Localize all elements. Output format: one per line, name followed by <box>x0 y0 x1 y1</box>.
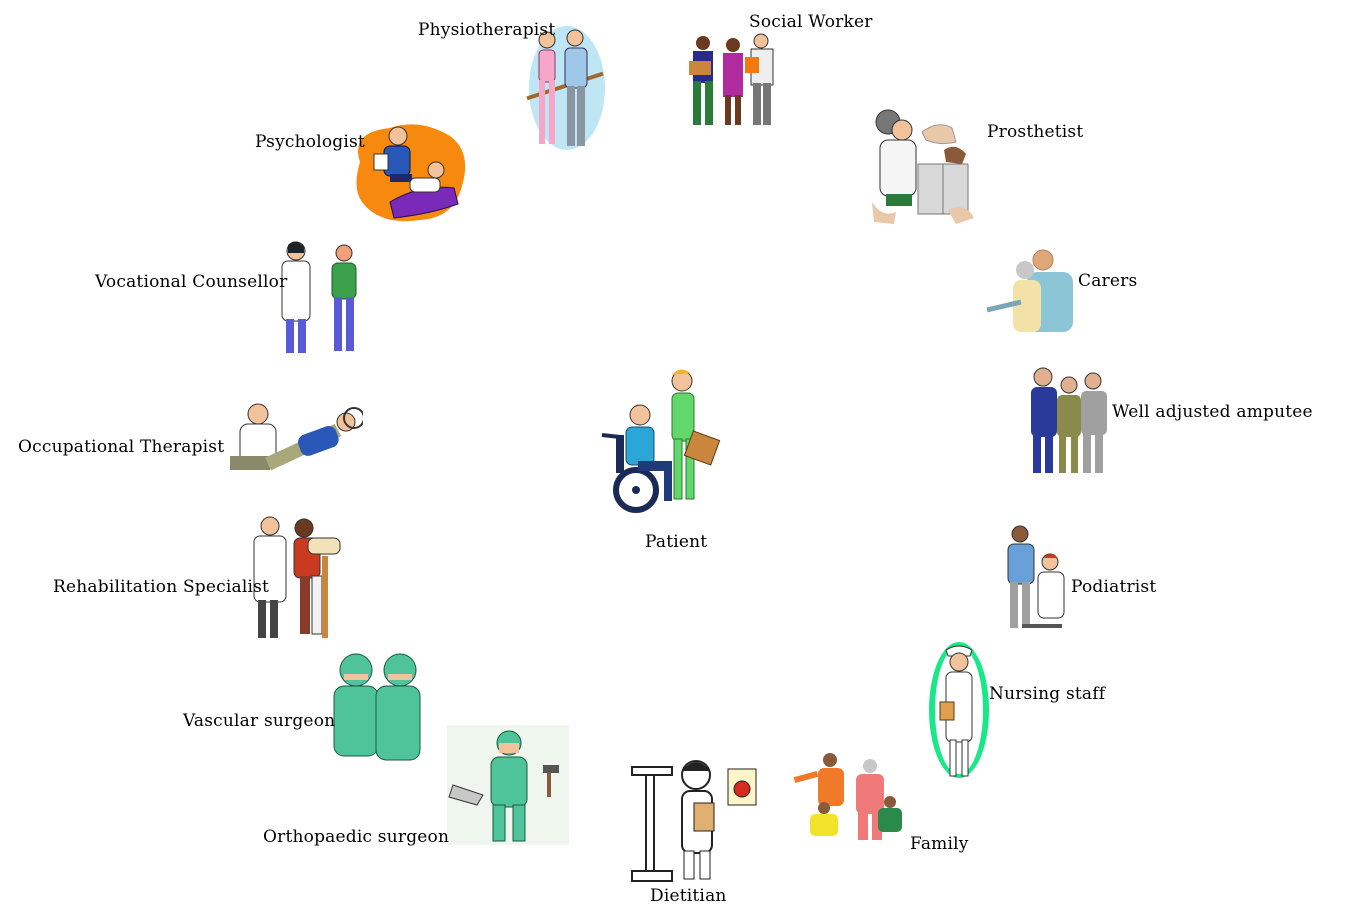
physiotherapist-illustration <box>525 22 605 154</box>
occupational-therapist-illustration <box>208 400 363 492</box>
rehabilitation-specialist-label: Rehabilitation Specialist <box>53 577 270 597</box>
dietitian-illustration <box>630 755 758 883</box>
carers-illustration <box>985 248 1080 334</box>
prosthetist-illustration <box>866 102 981 227</box>
family-label: Family <box>910 834 969 854</box>
patient-illustration <box>598 365 723 515</box>
carers-label: Carers <box>1078 271 1138 291</box>
family-illustration <box>792 752 912 852</box>
orthopaedic-surgeon-illustration <box>447 725 569 845</box>
vocational-counsellor-illustration <box>274 239 364 359</box>
podiatrist-illustration <box>998 524 1070 634</box>
dietitian-label: Dietitian <box>650 886 727 906</box>
well-adjusted-amputee-label: Well adjusted amputee <box>1112 402 1313 422</box>
rehabilitation-specialist-illustration <box>248 516 344 642</box>
physiotherapist-label: Physiotherapist <box>418 20 556 40</box>
psychologist-label: Psychologist <box>255 132 365 152</box>
vocational-counsellor-label: Vocational Counsellor <box>95 272 288 292</box>
occupational-therapist-label: Occupational Therapist <box>18 437 225 457</box>
vascular-surgeon-label: Vascular surgeon <box>183 711 336 731</box>
prosthetist-label: Prosthetist <box>987 122 1084 142</box>
orthopaedic-surgeon-label: Orthopaedic surgeon <box>263 827 450 847</box>
psychologist-illustration <box>350 122 470 226</box>
patient-label: Patient <box>645 532 708 552</box>
podiatrist-label: Podiatrist <box>1071 577 1157 597</box>
well-adjusted-amputee-illustration <box>1025 365 1113 477</box>
vascular-surgeon-illustration <box>328 652 424 762</box>
nursing-staff-illustration <box>928 640 990 782</box>
nursing-staff-label: Nursing staff <box>989 684 1106 704</box>
social-worker-illustration <box>683 33 783 129</box>
social-worker-label: Social Worker <box>749 12 873 32</box>
